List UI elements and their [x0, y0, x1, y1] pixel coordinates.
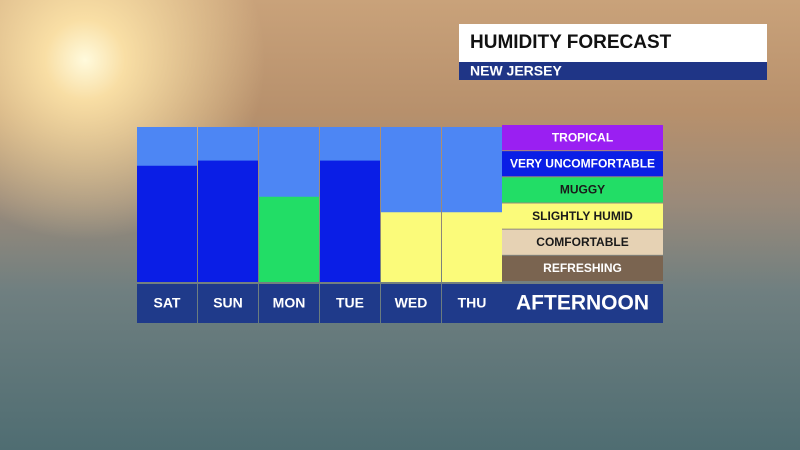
- bar: [381, 212, 441, 282]
- legend-label: MUGGY: [560, 183, 605, 197]
- x-tick-box: [259, 284, 319, 323]
- legend-swatch: [502, 151, 663, 177]
- legend-label: SLIGHTLY HUMID: [532, 209, 633, 223]
- legend-swatch: [502, 203, 663, 229]
- legend-label: VERY UNCOMFORTABLE: [510, 156, 655, 170]
- x-tick-label: SUN: [213, 295, 243, 311]
- subtitle-box: [459, 62, 767, 80]
- x-tick-box: [320, 284, 380, 323]
- legend-swatch: [502, 177, 663, 203]
- x-tick-box: [381, 284, 441, 323]
- bar: [442, 212, 502, 282]
- x-tick-box: [442, 284, 502, 323]
- bar: [259, 196, 319, 282]
- legend-swatch: [502, 229, 663, 255]
- legend-swatch: [502, 255, 663, 281]
- legend-swatch: [502, 125, 663, 151]
- x-tick-label: TUE: [336, 295, 364, 311]
- bar: [137, 165, 197, 282]
- x-tick-label: MON: [273, 295, 306, 311]
- x-tick-box: [137, 284, 197, 323]
- x-tick-label: THU: [458, 295, 487, 311]
- x-tick-label: WED: [395, 295, 428, 311]
- legend-label: TROPICAL: [552, 130, 613, 144]
- x-tick-box: [198, 284, 258, 323]
- title-box: [459, 24, 767, 62]
- chart-title: HUMIDITY FORECAST: [470, 32, 672, 53]
- bar: [320, 160, 380, 282]
- x-label: AFTERNOON: [516, 292, 649, 315]
- bar: [198, 160, 258, 282]
- legend-label: COMFORTABLE: [536, 235, 628, 249]
- legend-label: REFRESHING: [543, 261, 622, 275]
- chart-subtitle: NEW JERSEY: [470, 63, 562, 79]
- x-tick-label: SAT: [154, 295, 181, 311]
- x-label-box: [502, 284, 663, 323]
